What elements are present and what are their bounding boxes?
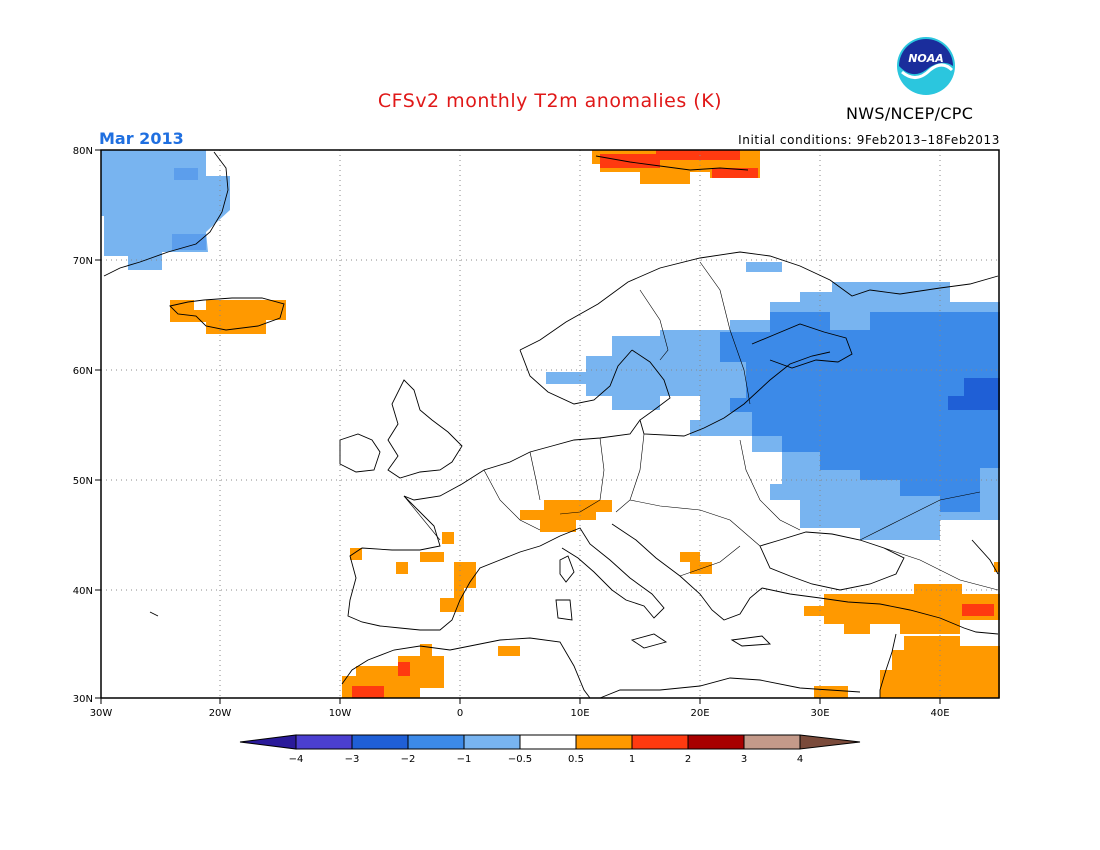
coast-black-sea <box>759 531 905 591</box>
colorbar-cell <box>295 734 353 750</box>
coast-white-sea <box>751 323 853 369</box>
colorbar-labels: −4 −3 −2 −1 −0.5 0.5 1 2 3 4 <box>289 754 804 765</box>
lon-tick-label: 20W <box>209 708 232 719</box>
colorbar-cell <box>631 734 689 750</box>
colorbar-arrow-left <box>239 734 297 750</box>
lon-tick-label: 10W <box>329 708 352 719</box>
colorbar-cell <box>743 734 801 750</box>
lon-tick-label: 0 <box>457 708 463 719</box>
colorbar-label: −1 <box>457 754 472 765</box>
coast-norway-south <box>519 349 633 405</box>
coast-islands <box>149 555 772 649</box>
lon-tick-marks <box>100 698 941 704</box>
lon-tick-label: 30W <box>90 708 113 719</box>
agency-label: NWS/NCEP/CPC <box>846 104 974 123</box>
coast-italy <box>539 527 665 619</box>
coast-libya-egypt <box>599 677 861 699</box>
lat-tick-label: 40N <box>73 586 93 597</box>
map-title: CFSv2 monthly T2m anomalies (K) <box>377 90 723 112</box>
colorbar-label: 1 <box>629 754 635 765</box>
coast-adriatic-balkans <box>611 523 763 621</box>
svg-text:NOAA: NOAA <box>908 52 944 65</box>
colorbar-cell <box>463 734 521 750</box>
anomaly-russia-core <box>948 378 1000 410</box>
colorbar <box>239 734 861 750</box>
lon-tick-label: 30E <box>810 708 829 719</box>
lat-tick-label: 30N <box>73 694 93 705</box>
colorbar-cell <box>575 734 633 750</box>
lat-tick-label: 60N <box>73 366 93 377</box>
coast-scandinavia <box>519 251 999 351</box>
initial-conditions-label: Initial conditions: 9Feb2013–18Feb2013 <box>738 133 1000 147</box>
lon-tick-label: 40E <box>930 708 949 719</box>
anomaly-greenland-moderate <box>172 168 206 250</box>
coast-turkey <box>761 587 999 635</box>
coast-north-africa <box>341 637 591 699</box>
coastlines <box>103 151 999 699</box>
noaa-logo-icon: NOAA <box>896 36 956 96</box>
colorbar-cell <box>351 734 409 750</box>
colorbar-label: 3 <box>741 754 747 765</box>
coast-france-iberia <box>347 483 541 631</box>
colorbar-label: 2 <box>685 754 691 765</box>
colorbar-label: 0.5 <box>568 754 584 765</box>
coast-western-europe <box>461 419 641 485</box>
coast-iceland <box>169 297 285 331</box>
lat-tick-marks <box>95 149 101 699</box>
coast-greenland <box>103 151 229 277</box>
lat-tick-label: 50N <box>73 476 93 487</box>
anomaly-russia-moderate <box>720 312 1000 512</box>
colorbar-label: −2 <box>401 754 416 765</box>
valid-month-label: Mar 2013 <box>99 129 184 148</box>
lat-tick-label: 70N <box>73 256 93 267</box>
colorbar-label: 4 <box>797 754 803 765</box>
anomaly-fields <box>101 150 1000 698</box>
anomaly-iberia-warm <box>350 532 476 612</box>
anomaly-balkans-warm <box>498 552 712 656</box>
anomaly-svalbard-hot <box>600 150 758 178</box>
lat-tick-labels: 30N 40N 50N 60N 70N 80N <box>73 146 93 705</box>
anomaly-greenland-negative <box>101 150 230 270</box>
lon-tick-label: 10E <box>570 708 589 719</box>
colorbar-label: −3 <box>345 754 360 765</box>
anomaly-iceland-warm <box>170 300 286 334</box>
lat-tick-label: 80N <box>73 146 93 157</box>
colorbar-cell <box>687 734 745 750</box>
lon-tick-label: 20E <box>690 708 709 719</box>
map-frame <box>100 149 1000 699</box>
coast-svalbard <box>595 155 749 171</box>
colorbar-cell <box>519 734 577 750</box>
anomaly-turkey-warm <box>804 562 1000 698</box>
coast-ireland <box>339 433 381 473</box>
colorbar-arrow-right <box>799 734 861 750</box>
anomaly-morocco-hot <box>352 662 410 698</box>
colorbar-cell <box>407 734 465 750</box>
country-borders <box>403 261 999 591</box>
coast-caspian <box>971 539 999 575</box>
colorbar-label: −0.5 <box>508 754 532 765</box>
colorbar-label: −4 <box>289 754 304 765</box>
lon-tick-labels: 30W 20W 10W 0 10E 20E 30E 40E <box>90 708 950 719</box>
coast-levant <box>879 633 897 698</box>
anomaly-morocco-warm <box>342 644 444 698</box>
anomaly-turkey-hot <box>962 604 994 616</box>
coast-british-isles <box>387 379 463 479</box>
anomaly-alps-warm <box>520 500 612 532</box>
coast-baltic <box>631 349 831 437</box>
